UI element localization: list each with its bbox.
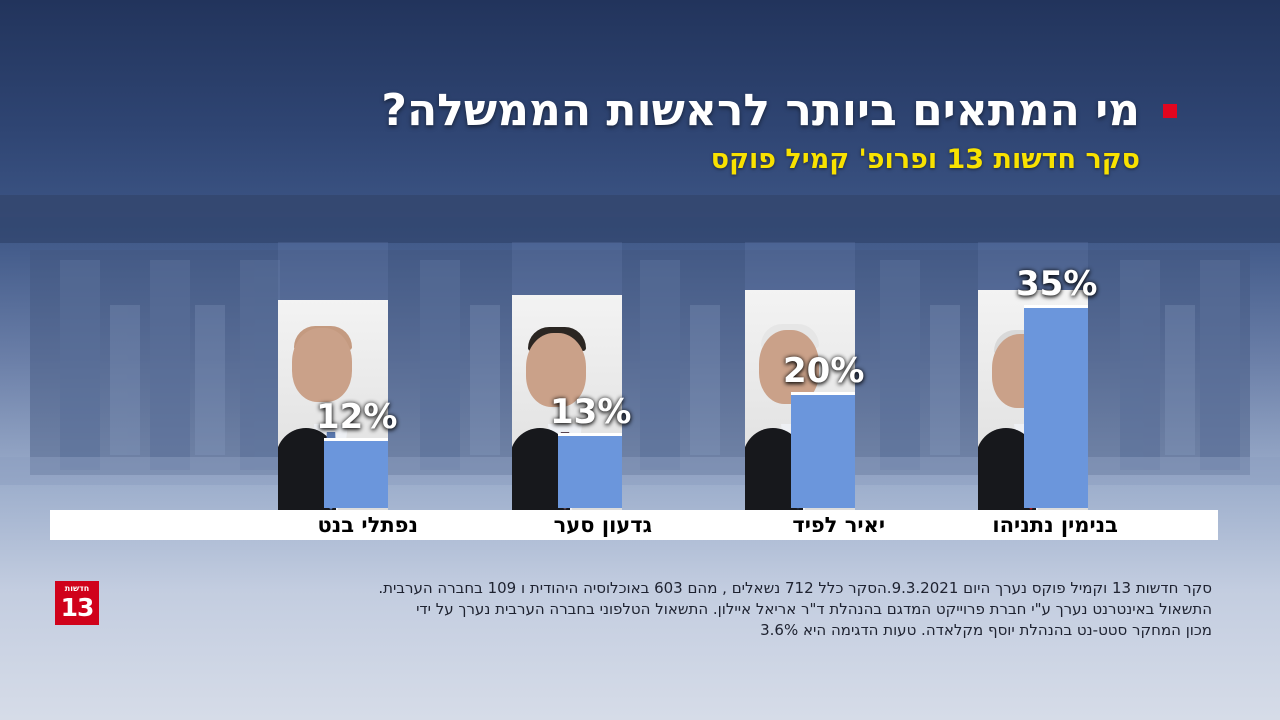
value-label-lapid: 20% [783, 351, 865, 391]
chart-subtitle: סקר חדשות 13 ופרופ' קמיל פוקס [710, 144, 1140, 175]
title-marker [1163, 104, 1177, 118]
chart-title: מי המתאים ביותר לראשות הממשלה? [381, 85, 1140, 136]
footnote-line-1: סקר חדשות 13 וקמיל פוקס נערך היום 9.3.20… [378, 579, 1212, 597]
bar-netanyahu [1024, 305, 1088, 508]
channel-13-logo: חדשות 13 [55, 581, 99, 625]
bar-lapid [791, 392, 855, 508]
bar-bennett [324, 438, 388, 508]
names-strip [50, 510, 1218, 540]
value-label-saar: 13% [550, 391, 632, 432]
value-label-bennett: 12% [316, 397, 398, 438]
category-label-bennett: נפתלי בנט [317, 513, 418, 537]
bar-saar [558, 432, 622, 508]
survey-footnote: סקר חדשות 13 וקמיל פוקס נערך היום 9.3.20… [152, 578, 1212, 641]
category-label-saar: גדעון סער [553, 513, 652, 537]
category-label-netanyahu: בנימין נתניהו [992, 513, 1118, 537]
footnote-line-3: מכון המחקר סטט-נט בהנהלת יוסף מקלאדה. טע… [760, 621, 1212, 639]
category-label-lapid: יאיר לפיד [792, 513, 885, 537]
knesset-building-background [0, 195, 1280, 485]
value-label-netanyahu: 35% [1016, 264, 1098, 304]
footnote-line-2: התשאול באינטרנט נערך ע"י חברת פרוייקט המ… [416, 600, 1212, 618]
